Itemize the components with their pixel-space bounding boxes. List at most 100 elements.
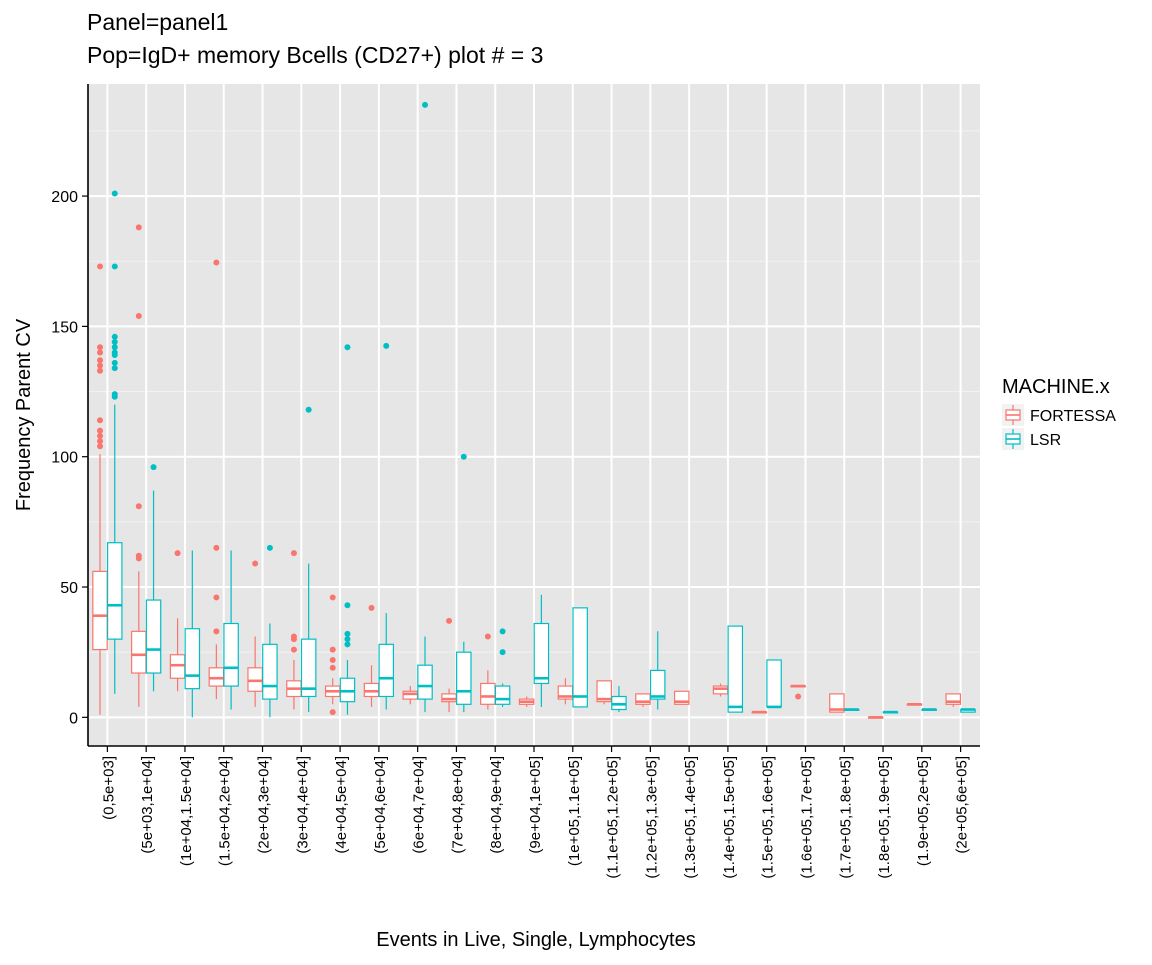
- x-axis-label: Events in Live, Single, Lymphocytes: [376, 929, 695, 951]
- outlier-point: [368, 604, 375, 611]
- box-fortessa: [480, 633, 496, 710]
- box-body: [247, 667, 263, 692]
- x-tick-label: (0,5e+03]: [100, 756, 117, 820]
- outlier-point: [97, 427, 104, 434]
- box-body: [339, 677, 356, 703]
- legend-key-fortessa: [1002, 404, 1024, 426]
- box-fortessa: [324, 594, 341, 716]
- outlier-point: [344, 641, 351, 648]
- outlier-point: [111, 333, 118, 340]
- box-fortessa: [906, 702, 923, 706]
- x-tick-label: (1.9e+05,2e+05]: [915, 756, 932, 866]
- box-body: [596, 680, 612, 703]
- box-fortessa: [286, 550, 302, 710]
- box-series: [92, 101, 976, 719]
- box-lsr: [960, 708, 976, 713]
- outlier-point: [97, 349, 104, 356]
- y-tick-label: 100: [51, 450, 78, 467]
- outlier-point: [111, 365, 118, 372]
- box-lsr: [378, 342, 395, 710]
- x-tick-label: (1.7e+05,1.8e+05]: [837, 756, 854, 879]
- box-body: [766, 659, 782, 708]
- y-tick-label: 0: [69, 710, 78, 727]
- outlier-point: [111, 393, 118, 400]
- box-body: [92, 570, 108, 651]
- box-lsr: [339, 344, 356, 715]
- x-tick-label: (1e+05,1.1e+05]: [566, 756, 583, 866]
- chart-subtitle: Pop=IgD+ memory Bcells (CD27+) plot # = …: [87, 42, 543, 68]
- x-tick-label: (2e+04,3e+04]: [256, 756, 273, 854]
- box-body: [572, 607, 588, 708]
- outlier-point: [213, 544, 220, 551]
- outlier-point: [383, 342, 390, 349]
- x-tick-label: (1.5e+05,1.6e+05]: [760, 756, 777, 879]
- x-tick-label: (5e+03,1e+04]: [139, 756, 156, 854]
- box-lsr: [882, 710, 899, 714]
- x-tick-label: (2e+05,6e+05]: [954, 756, 971, 854]
- box-lsr: [766, 659, 782, 709]
- y-tick-label: 150: [51, 319, 78, 336]
- y-axis-label: Frequency Parent CV: [13, 318, 35, 511]
- box-body: [417, 664, 433, 700]
- box-body: [363, 682, 380, 698]
- box-lsr: [106, 190, 123, 694]
- outlier-point: [213, 594, 220, 601]
- box-fortessa: [751, 710, 768, 714]
- x-tick-label: (3e+04,4e+04]: [294, 756, 311, 854]
- box-lsr: [417, 101, 433, 713]
- box-body: [727, 625, 744, 713]
- outlier-point: [290, 636, 297, 643]
- outlier-point: [111, 344, 118, 351]
- outlier-point: [344, 636, 351, 643]
- box-fortessa: [829, 693, 845, 713]
- x-tick-label: (1.5e+04,2e+04]: [217, 756, 234, 866]
- outlier-point: [290, 550, 297, 557]
- box-body: [712, 685, 729, 695]
- box-lsr: [727, 625, 744, 713]
- outlier-point: [266, 544, 273, 551]
- outlier-point: [795, 693, 802, 700]
- box-lsr: [843, 708, 860, 711]
- outlier-point: [344, 602, 351, 609]
- outlier-point: [305, 406, 312, 413]
- x-tick-label: (9e+04,1e+05]: [527, 756, 544, 854]
- outlier-point: [344, 630, 351, 637]
- box-body: [300, 638, 317, 698]
- box-fortessa: [557, 678, 574, 705]
- outlier-point: [97, 357, 104, 364]
- box-body: [480, 682, 496, 705]
- x-tick-label: (1.6e+05,1.7e+05]: [798, 756, 815, 879]
- outlier-point: [97, 443, 104, 450]
- box-body: [649, 669, 666, 700]
- x-axis-ticks: (0,5e+03] (5e+03,1e+04] (1e+04,1.5e+04] (1.…: [100, 746, 971, 879]
- box-body: [131, 630, 147, 674]
- box-body: [169, 654, 186, 679]
- outlier-point: [111, 352, 118, 359]
- x-tick-label: (1.3e+05,1.4e+05]: [682, 756, 699, 879]
- outlier-point: [97, 432, 104, 439]
- box-fortessa: [518, 696, 535, 707]
- outlier-point: [422, 101, 429, 108]
- outlier-point: [252, 560, 259, 567]
- outlier-point: [213, 628, 220, 635]
- outlier-point: [329, 709, 336, 716]
- box-lsr: [300, 406, 317, 713]
- outlier-point: [135, 224, 142, 231]
- box-lsr: [572, 607, 588, 708]
- x-tick-label: (6e+04,7e+04]: [411, 756, 428, 854]
- box-fortessa: [131, 224, 147, 707]
- y-tick-label: 50: [60, 580, 78, 597]
- outlier-point: [329, 664, 336, 671]
- outlier-point: [111, 339, 118, 346]
- box-body: [184, 628, 201, 690]
- box-body: [456, 651, 472, 705]
- box-fortessa: [673, 690, 690, 705]
- outlier-point: [213, 259, 220, 266]
- outlier-point: [97, 367, 104, 374]
- outlier-point: [484, 633, 491, 640]
- box-fortessa: [867, 716, 884, 719]
- box-body: [829, 693, 845, 713]
- box-fortessa: [945, 693, 962, 707]
- box-lsr: [223, 550, 239, 710]
